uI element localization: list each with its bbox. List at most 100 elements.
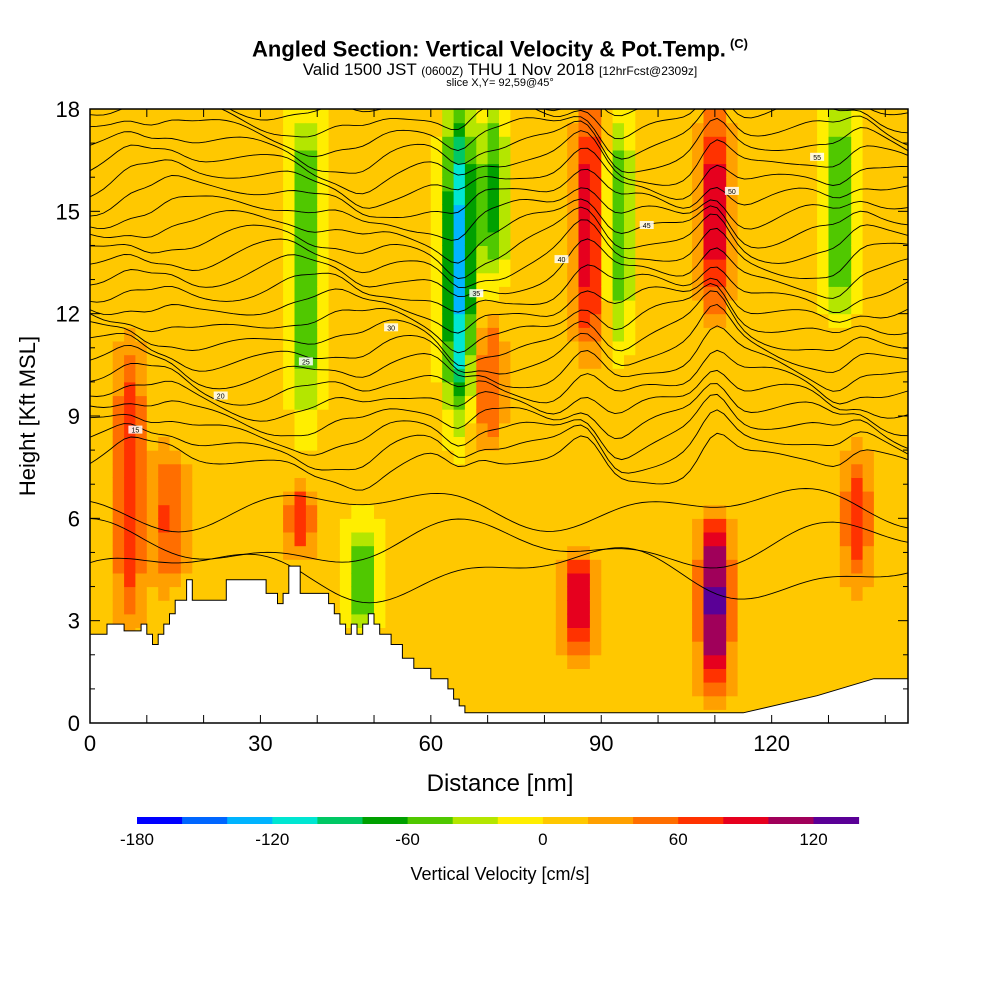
velocity-cell (351, 532, 364, 547)
velocity-cell (533, 259, 546, 274)
velocity-cell (612, 436, 625, 451)
velocity-cell (646, 477, 659, 492)
velocity-cell (669, 300, 682, 315)
velocity-cell (374, 491, 386, 506)
velocity-cell (419, 436, 432, 451)
velocity-cell (169, 491, 182, 506)
velocity-cell (487, 436, 500, 451)
velocity-cell (430, 368, 443, 383)
velocity-cell (260, 245, 273, 260)
velocity-cell (226, 559, 239, 574)
velocity-cell (499, 218, 511, 233)
velocity-cell (260, 300, 273, 315)
velocity-cell (430, 641, 443, 656)
velocity-cell (362, 218, 375, 233)
velocity-cell (226, 272, 239, 287)
velocity-cell (408, 368, 421, 383)
velocity-cell (294, 422, 307, 437)
velocity-cell (328, 122, 341, 137)
velocity-cell (896, 600, 908, 615)
velocity-cell (351, 177, 364, 192)
velocity-cell (873, 627, 886, 642)
colorbar-tick-label: -60 (395, 830, 420, 849)
velocity-cell (794, 341, 807, 356)
theta-contour (90, 238, 908, 299)
velocity-cell (476, 682, 489, 697)
velocity-cell (260, 491, 273, 506)
velocity-cell (703, 313, 716, 328)
velocity-cell (112, 272, 125, 287)
velocity-cell (885, 627, 898, 642)
velocity-cell (146, 218, 159, 233)
velocity-cell (555, 572, 568, 588)
velocity-cell (487, 600, 500, 615)
velocity-cell (817, 422, 830, 437)
velocity-cell (783, 327, 795, 342)
velocity-cell (896, 532, 908, 547)
velocity-cell (464, 422, 477, 437)
velocity-cell (658, 477, 671, 492)
velocity-cell (669, 245, 682, 260)
velocity-cell (658, 654, 671, 669)
velocity-cell (90, 313, 102, 328)
velocity-cell (624, 668, 636, 683)
velocity-cell (385, 600, 398, 615)
velocity-cell (215, 272, 227, 287)
velocity-cell (374, 600, 386, 615)
velocity-cell (101, 149, 114, 165)
velocity-cell (442, 245, 455, 260)
velocity-cell (851, 463, 864, 478)
theta-contour (90, 349, 908, 406)
velocity-cell (817, 272, 830, 287)
velocity-cell (555, 286, 568, 301)
velocity-cell (612, 627, 625, 642)
velocity-cell (726, 668, 739, 683)
velocity-cell (101, 545, 114, 560)
velocity-cell (862, 163, 875, 178)
velocity-cell (499, 177, 511, 192)
velocity-cell (817, 668, 830, 683)
velocity-cell (351, 327, 364, 342)
theta-contour (90, 117, 908, 174)
velocity-cell (169, 572, 182, 588)
velocity-cell (521, 463, 534, 478)
velocity-cell (510, 300, 523, 315)
velocity-cell (771, 204, 784, 219)
velocity-cell (646, 463, 659, 478)
velocity-cell (839, 327, 852, 342)
velocity-cell (101, 327, 114, 342)
velocity-cell (624, 600, 636, 615)
velocity-cell (146, 504, 159, 519)
velocity-cell (817, 572, 830, 588)
velocity-cell (828, 381, 841, 397)
velocity-cell (760, 272, 773, 287)
velocity-cell (748, 177, 761, 192)
velocity-cell (896, 545, 908, 560)
velocity-cell (885, 204, 898, 219)
velocity-cell (124, 231, 137, 246)
velocity-cell (873, 545, 886, 560)
velocity-cell (294, 300, 307, 315)
velocity-cell (294, 368, 307, 383)
velocity-cell (169, 122, 182, 137)
velocity-cell (283, 395, 296, 410)
velocity-cell (464, 518, 477, 533)
velocity-cell (521, 586, 534, 601)
velocity-cell (521, 231, 534, 246)
velocity-cell (317, 163, 330, 178)
velocity-cell (260, 354, 273, 369)
velocity-cell (794, 204, 807, 219)
velocity-cell (533, 136, 546, 151)
velocity-cell (703, 286, 716, 301)
velocity-cell (430, 245, 443, 260)
velocity-cell (635, 313, 648, 328)
velocity-cell (726, 450, 739, 465)
velocity-cell (430, 286, 443, 301)
velocity-cell (215, 518, 227, 533)
velocity-cell (862, 532, 875, 547)
velocity-cell (805, 313, 818, 328)
velocity-cell (578, 286, 591, 301)
velocity-cell (385, 450, 398, 465)
velocity-cell (714, 654, 727, 669)
velocity-cell (896, 122, 908, 137)
